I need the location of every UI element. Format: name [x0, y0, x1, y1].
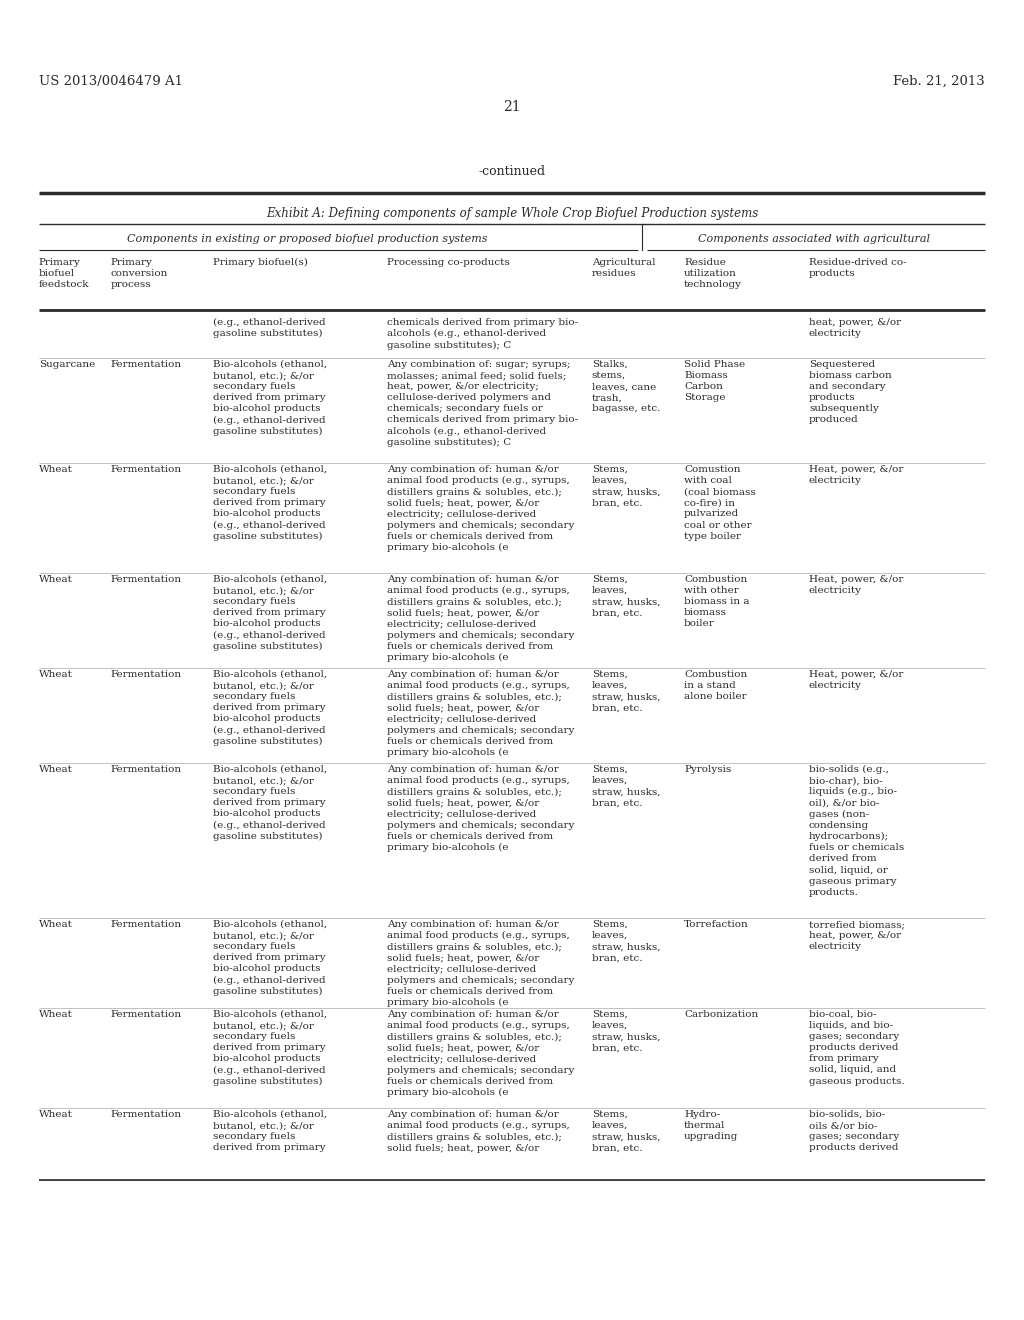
Text: Bio-alcohols (ethanol,
butanol, etc.); &/or
secondary fuels
derived from primary: Bio-alcohols (ethanol, butanol, etc.); &… — [213, 576, 327, 651]
Text: Fermentation: Fermentation — [111, 1110, 181, 1119]
Text: Residue-drived co-
products: Residue-drived co- products — [809, 257, 906, 279]
Text: Agricultural
residues: Agricultural residues — [592, 257, 655, 279]
Text: Any combination of: human &/or
animal food products (e.g., syrups,
distillers gr: Any combination of: human &/or animal fo… — [387, 766, 574, 853]
Text: Fermentation: Fermentation — [111, 766, 181, 774]
Text: Stems,
leaves,
straw, husks,
bran, etc.: Stems, leaves, straw, husks, bran, etc. — [592, 1010, 660, 1052]
Text: (e.g., ethanol-derived
gasoline substitutes): (e.g., ethanol-derived gasoline substitu… — [213, 318, 326, 338]
Text: US 2013/0046479 A1: US 2013/0046479 A1 — [39, 75, 183, 88]
Text: Bio-alcohols (ethanol,
butanol, etc.); &/or
secondary fuels
derived from primary: Bio-alcohols (ethanol, butanol, etc.); &… — [213, 1010, 327, 1086]
Text: Primary biofuel(s): Primary biofuel(s) — [213, 257, 308, 267]
Text: Feb. 21, 2013: Feb. 21, 2013 — [893, 75, 985, 88]
Text: Sequestered
biomass carbon
and secondary
products
subsequently
produced: Sequestered biomass carbon and secondary… — [809, 360, 892, 425]
Text: Residue
utilization
technology: Residue utilization technology — [684, 257, 742, 289]
Text: Wheat: Wheat — [39, 766, 73, 774]
Text: bio-solids (e.g.,
bio-char), bio-
liquids (e.g., bio-
oil), &/or bio-
gases (non: bio-solids (e.g., bio-char), bio- liquid… — [809, 766, 904, 896]
Text: Bio-alcohols (ethanol,
butanol, etc.); &/or
secondary fuels
derived from primary: Bio-alcohols (ethanol, butanol, etc.); &… — [213, 671, 327, 746]
Text: chemicals derived from primary bio-
alcohols (e.g., ethanol-derived
gasoline sub: chemicals derived from primary bio- alco… — [387, 318, 579, 350]
Text: Any combination of: human &/or
animal food products (e.g., syrups,
distillers gr: Any combination of: human &/or animal fo… — [387, 576, 574, 663]
Text: Heat, power, &/or
electricity: Heat, power, &/or electricity — [809, 576, 903, 595]
Text: Combustion
in a stand
alone boiler: Combustion in a stand alone boiler — [684, 671, 748, 701]
Text: Comustion
with coal
(coal biomass
co-fire) in
pulvarized
coal or other
type boil: Comustion with coal (coal biomass co-fir… — [684, 465, 756, 541]
Text: Any combination of: human &/or
animal food products (e.g., syrups,
distillers gr: Any combination of: human &/or animal fo… — [387, 671, 574, 758]
Text: Stems,
leaves,
straw, husks,
bran, etc.: Stems, leaves, straw, husks, bran, etc. — [592, 920, 660, 962]
Text: Bio-alcohols (ethanol,
butanol, etc.); &/or
secondary fuels
derived from primary: Bio-alcohols (ethanol, butanol, etc.); &… — [213, 360, 327, 436]
Text: Bio-alcohols (ethanol,
butanol, etc.); &/or
secondary fuels
derived from primary: Bio-alcohols (ethanol, butanol, etc.); &… — [213, 920, 327, 995]
Text: Fermentation: Fermentation — [111, 1010, 181, 1019]
Text: bio-coal, bio-
liquids, and bio-
gases; secondary
products derived
from primary
: bio-coal, bio- liquids, and bio- gases; … — [809, 1010, 904, 1085]
Text: Pyrolysis: Pyrolysis — [684, 766, 731, 774]
Text: Combustion
with other
biomass in a
biomass
boiler: Combustion with other biomass in a bioma… — [684, 576, 750, 628]
Text: Bio-alcohols (ethanol,
butanol, etc.); &/or
secondary fuels
derived from primary: Bio-alcohols (ethanol, butanol, etc.); &… — [213, 1110, 327, 1152]
Text: Wheat: Wheat — [39, 671, 73, 678]
Text: 21: 21 — [503, 100, 521, 114]
Text: Wheat: Wheat — [39, 465, 73, 474]
Text: Fermentation: Fermentation — [111, 671, 181, 678]
Text: Heat, power, &/or
electricity: Heat, power, &/or electricity — [809, 671, 903, 690]
Text: torrefied biomass;
heat, power, &/or
electricity: torrefied biomass; heat, power, &/or ele… — [809, 920, 905, 952]
Text: Fermentation: Fermentation — [111, 920, 181, 929]
Text: Stems,
leaves,
straw, husks,
bran, etc.: Stems, leaves, straw, husks, bran, etc. — [592, 576, 660, 618]
Text: Any combination of: sugar; syrups;
molasses; animal feed; solid fuels;
heat, pow: Any combination of: sugar; syrups; molas… — [387, 360, 579, 447]
Text: Fermentation: Fermentation — [111, 576, 181, 583]
Text: Heat, power, &/or
electricity: Heat, power, &/or electricity — [809, 465, 903, 486]
Text: Carbonization: Carbonization — [684, 1010, 759, 1019]
Text: Stems,
leaves,
straw, husks,
bran, etc.: Stems, leaves, straw, husks, bran, etc. — [592, 1110, 660, 1152]
Text: Stems,
leaves,
straw, husks,
bran, etc.: Stems, leaves, straw, husks, bran, etc. — [592, 671, 660, 713]
Text: Sugarcane: Sugarcane — [39, 360, 95, 370]
Text: Fermentation: Fermentation — [111, 465, 181, 474]
Text: -continued: -continued — [478, 165, 546, 178]
Text: Solid Phase
Biomass
Carbon
Storage: Solid Phase Biomass Carbon Storage — [684, 360, 745, 403]
Text: bio-solids, bio-
oils &/or bio-
gases; secondary
products derived: bio-solids, bio- oils &/or bio- gases; s… — [809, 1110, 899, 1152]
Text: Primary
biofuel
feedstock: Primary biofuel feedstock — [39, 257, 89, 289]
Text: Primary
conversion
process: Primary conversion process — [111, 257, 168, 289]
Text: Stems,
leaves,
straw, husks,
bran, etc.: Stems, leaves, straw, husks, bran, etc. — [592, 465, 660, 507]
Text: Torrefaction: Torrefaction — [684, 920, 749, 929]
Text: Wheat: Wheat — [39, 1010, 73, 1019]
Text: Stalks,
stems,
leaves, cane
trash,
bagasse, etc.: Stalks, stems, leaves, cane trash, bagas… — [592, 360, 660, 413]
Text: Any combination of: human &/or
animal food products (e.g., syrups,
distillers gr: Any combination of: human &/or animal fo… — [387, 465, 574, 552]
Text: Fermentation: Fermentation — [111, 360, 181, 370]
Text: Stems,
leaves,
straw, husks,
bran, etc.: Stems, leaves, straw, husks, bran, etc. — [592, 766, 660, 808]
Text: Components associated with agricultural: Components associated with agricultural — [698, 234, 930, 244]
Text: Processing co-products: Processing co-products — [387, 257, 510, 267]
Text: Any combination of: human &/or
animal food products (e.g., syrups,
distillers gr: Any combination of: human &/or animal fo… — [387, 1010, 574, 1097]
Text: Bio-alcohols (ethanol,
butanol, etc.); &/or
secondary fuels
derived from primary: Bio-alcohols (ethanol, butanol, etc.); &… — [213, 766, 327, 841]
Text: Components in existing or proposed biofuel production systems: Components in existing or proposed biofu… — [127, 234, 487, 244]
Text: Wheat: Wheat — [39, 920, 73, 929]
Text: Hydro-
thermal
upgrading: Hydro- thermal upgrading — [684, 1110, 738, 1142]
Text: Wheat: Wheat — [39, 1110, 73, 1119]
Text: heat, power, &/or
electricity: heat, power, &/or electricity — [809, 318, 901, 338]
Text: Bio-alcohols (ethanol,
butanol, etc.); &/or
secondary fuels
derived from primary: Bio-alcohols (ethanol, butanol, etc.); &… — [213, 465, 327, 541]
Text: Exhibit A: Defining components of sample Whole Crop Biofuel Production systems: Exhibit A: Defining components of sample… — [266, 207, 758, 220]
Text: Any combination of: human &/or
animal food products (e.g., syrups,
distillers gr: Any combination of: human &/or animal fo… — [387, 920, 574, 1007]
Text: Wheat: Wheat — [39, 576, 73, 583]
Text: Any combination of: human &/or
animal food products (e.g., syrups,
distillers gr: Any combination of: human &/or animal fo… — [387, 1110, 569, 1152]
